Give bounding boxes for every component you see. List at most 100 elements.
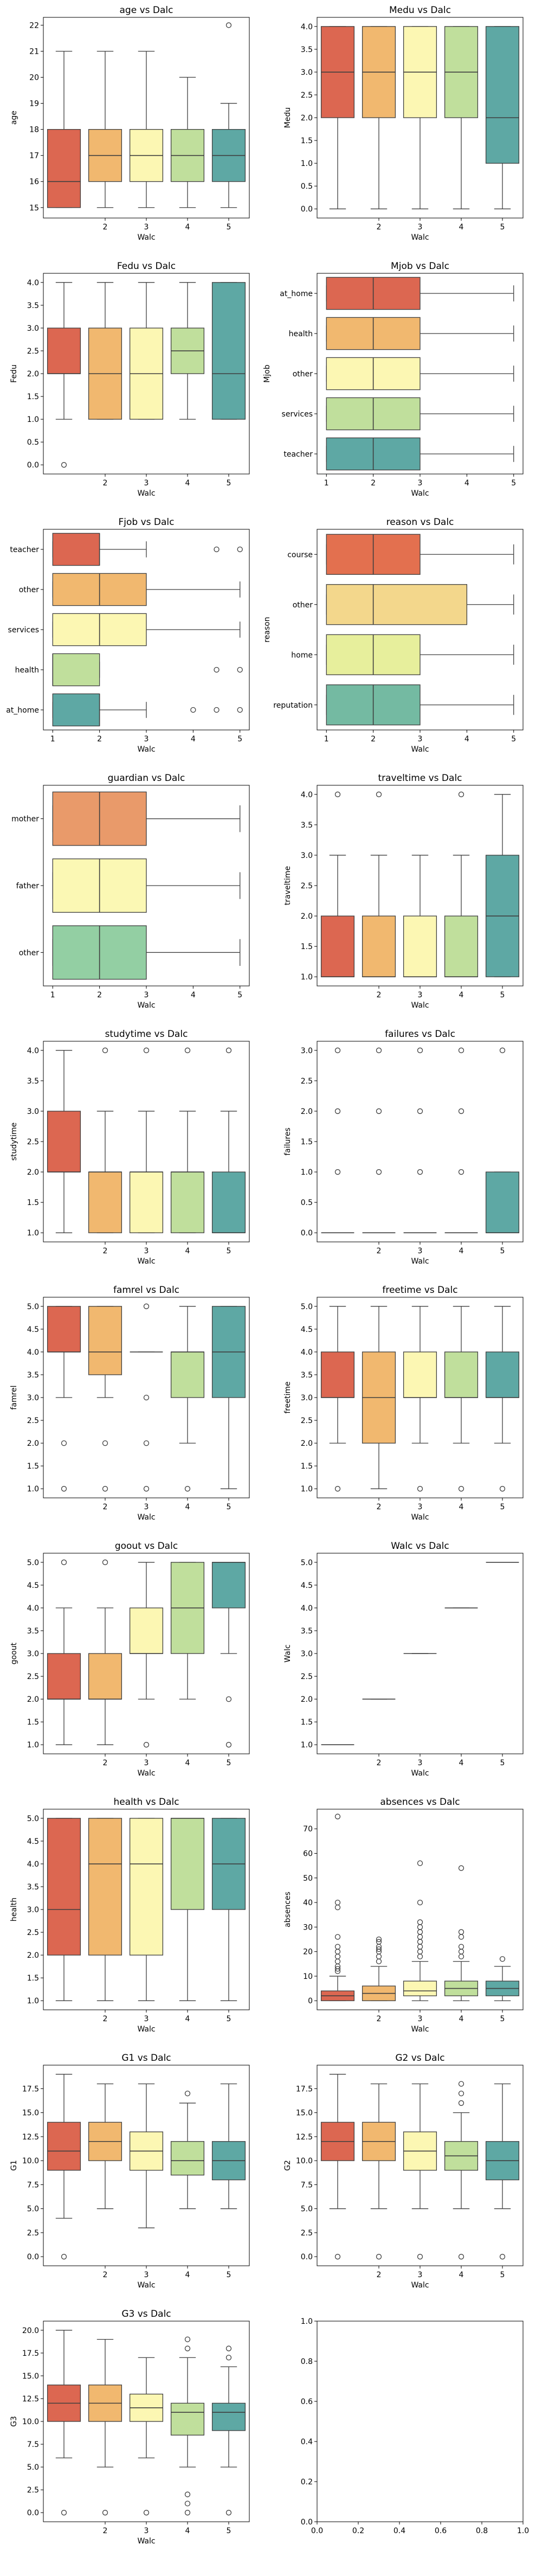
y-tick-label: 0.8	[301, 2357, 313, 2366]
x-tick-label: 5	[500, 1247, 505, 1255]
box-iqr	[47, 328, 81, 374]
axes-frame	[317, 1041, 524, 1242]
axes-frame	[43, 785, 250, 986]
y-tick-label: 2.5	[27, 2229, 39, 2238]
y-tick-label: 5.0	[27, 1559, 39, 1567]
outlier-point	[143, 1303, 150, 1309]
x-tick-label: 2	[97, 735, 102, 744]
x-tick-label: 4	[459, 223, 464, 232]
axes-frame	[317, 1809, 524, 2010]
outlier-point	[458, 1108, 464, 1114]
box-3	[403, 855, 437, 977]
x-tick-label: 4	[459, 2271, 464, 2279]
outlier-point	[334, 1944, 341, 1950]
box-2	[362, 2083, 396, 2260]
x-tick-label: 4	[459, 1503, 464, 1511]
axes-frame	[43, 1041, 250, 1242]
box-iqr	[88, 1653, 122, 1700]
box-4	[170, 1047, 205, 1233]
outlier-point	[102, 1559, 108, 1565]
y-tick-label: 0.2	[301, 2478, 313, 2487]
outlier-point	[417, 1934, 423, 1940]
y-tick-label: services	[8, 626, 39, 635]
subplot-3: Fedu vs Dalc 0.0 0.5 1.0 1.5 2.0 2.5 3.0 3.5 4.0 2…	[10, 261, 250, 498]
outlier-point	[237, 546, 243, 553]
x-tick-label: 4	[185, 2527, 190, 2535]
outlier-point	[417, 1953, 423, 1959]
box-2	[52, 858, 241, 913]
outlier-point	[225, 2355, 232, 2361]
box-4	[52, 653, 243, 687]
y-tick-label: 5.0	[301, 1303, 313, 1311]
y-axis-label: age	[10, 111, 18, 125]
subplot-17: G1 vs Dalc 0.0 2.5 5.0 7.5 10.0 12.5 15.0 17.5 2 3…	[10, 2053, 250, 2290]
axes-frame	[317, 17, 524, 219]
x-tick-label: 5	[500, 223, 505, 232]
x-tick-label: 0.2	[352, 2527, 364, 2535]
box-5	[211, 282, 246, 420]
x-tick-label: 3	[144, 735, 149, 744]
y-tick-label: 7.5	[301, 2181, 313, 2189]
y-tick-label: 1.0	[27, 1485, 39, 1494]
outlier-point	[214, 667, 220, 673]
y-tick-label: 3.0	[301, 1394, 313, 1402]
box-1	[47, 1818, 81, 2001]
x-axis-label: Walc	[411, 1513, 429, 1522]
x-tick-label: 3	[418, 223, 423, 232]
outlier-point	[499, 1956, 506, 1962]
y-tick-label: 3.0	[27, 1107, 39, 1116]
y-tick-label: 0.0	[301, 2253, 313, 2261]
outlier-point	[143, 2510, 150, 2516]
box-4	[444, 1047, 478, 1233]
outlier-point	[225, 1742, 232, 1748]
outlier-point	[102, 1440, 108, 1446]
x-tick-label: 4	[185, 1759, 190, 1767]
outlier-point	[184, 2346, 191, 2351]
box-3	[129, 1562, 164, 1748]
outlier-point	[376, 1936, 382, 1943]
x-axis-label: Walc	[411, 233, 429, 242]
x-axis-label: Walc	[137, 745, 155, 754]
x-tick-label: 1	[324, 479, 329, 488]
outlier-point	[102, 1486, 108, 1492]
box-iqr	[47, 1818, 81, 1956]
x-tick-label: 5	[227, 2527, 231, 2535]
x-tick-label: 2	[377, 223, 382, 232]
outlier-point	[376, 2254, 382, 2260]
subplot-title: famrel vs Dalc	[113, 1285, 179, 1296]
y-tick-label: 15.0	[296, 2109, 313, 2118]
x-tick-label: 5	[227, 2271, 231, 2279]
box-2	[362, 1306, 396, 1489]
box-1	[47, 1050, 81, 1233]
box-iqr	[52, 693, 100, 727]
x-tick-label: 2	[103, 2015, 108, 2023]
x-axis-label: Walc	[137, 1001, 155, 1010]
x-tick-label: 2	[377, 1759, 382, 1767]
outlier-point	[184, 2336, 191, 2342]
box-2	[88, 1047, 122, 1233]
subplot-14: Walc vs Dalc 1.0 1.5 2.0 2.5 3.0 3.5 4.0 4.5 5.0 2…	[283, 1541, 524, 1778]
y-tick-label: 0.0	[27, 2509, 39, 2517]
y-axis-label: studytime	[10, 1123, 18, 1161]
y-axis-label: traveltime	[283, 866, 292, 905]
y-tick-label: 5.0	[301, 2205, 313, 2214]
box-5	[211, 1818, 246, 2001]
box-1	[321, 1047, 354, 1233]
subplot-title: reason vs Dalc	[386, 517, 454, 528]
y-axis-label: goout	[10, 1642, 18, 1664]
y-tick-label: 1.0	[27, 415, 39, 424]
outlier-point	[376, 1939, 382, 1945]
box-1	[47, 282, 81, 468]
outlier-point	[334, 1958, 341, 1964]
y-tick-label: course	[287, 550, 313, 559]
y-tick-label: 5.0	[27, 2205, 39, 2214]
y-tick-label: other	[19, 949, 40, 957]
y-tick-label: 2.5	[27, 1138, 39, 1146]
box-iqr	[485, 1171, 520, 1233]
box-3	[129, 1047, 164, 1233]
outlier-point	[61, 462, 67, 468]
box-4	[170, 2336, 205, 2516]
y-tick-label: 2.5	[27, 2486, 39, 2495]
y-tick-label: 1.5	[301, 1718, 313, 1727]
